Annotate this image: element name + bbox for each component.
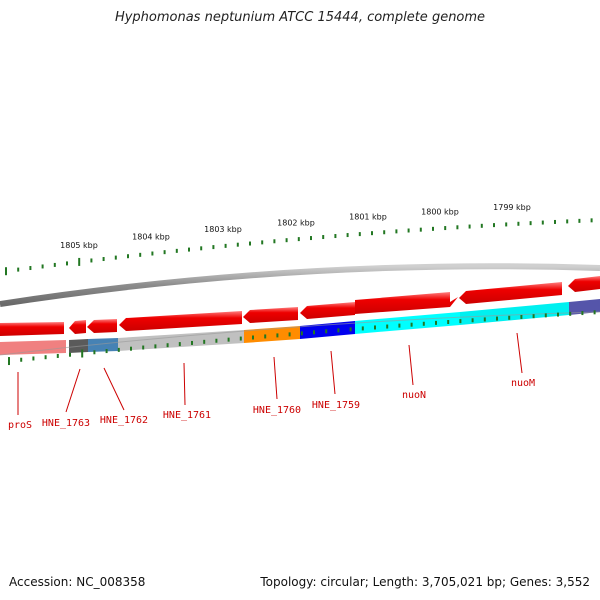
gene-label-nuoN[interactable]: nuoN bbox=[402, 390, 426, 401]
gene-label-nuoM[interactable]: nuoM bbox=[511, 378, 535, 389]
leader-line bbox=[103, 367, 125, 411]
forward-gene-arrow[interactable] bbox=[568, 276, 600, 292]
forward-gene-arrow[interactable] bbox=[243, 307, 298, 323]
leader-line bbox=[408, 344, 414, 386]
genome-summary-text: Topology: circular; Length: 3,705,021 bp… bbox=[260, 575, 590, 589]
forward-strand-genes bbox=[0, 276, 600, 336]
gene-block-next[interactable] bbox=[569, 299, 600, 315]
forward-gene-arrow[interactable] bbox=[119, 311, 242, 331]
scale-label: 1804 kbp bbox=[132, 233, 170, 242]
scale-label: 1800 kbp bbox=[421, 207, 459, 216]
forward-gene-arrow[interactable] bbox=[87, 319, 117, 333]
gene-block-HNE_1761[interactable] bbox=[118, 330, 244, 351]
inner-scale-ticks bbox=[8, 310, 596, 366]
gene-label-proS[interactable]: proS bbox=[8, 420, 32, 431]
gene-labels: proS HNE_1763 HNE_1762 HNE_1761 HNE_1760… bbox=[8, 332, 535, 431]
gene-color-track bbox=[0, 299, 600, 356]
gene-block-proS[interactable] bbox=[0, 340, 66, 355]
map-title: Hyphomonas neptunium ATCC 15444, complet… bbox=[114, 10, 486, 25]
scale-label: 1802 kbp bbox=[277, 218, 315, 227]
leader-line bbox=[516, 332, 523, 374]
gene-block-HNE_1762[interactable] bbox=[88, 338, 118, 352]
scale-label: 1801 kbp bbox=[349, 212, 387, 221]
backbone-arc bbox=[0, 263, 600, 307]
forward-gene-arrow[interactable] bbox=[459, 282, 562, 304]
forward-gene-arrow[interactable] bbox=[0, 322, 64, 336]
leader-line bbox=[183, 362, 186, 406]
forward-gene-arrow[interactable] bbox=[300, 302, 355, 319]
scale-label: 1805 kbp bbox=[60, 241, 98, 250]
scale-label: 1799 kbp bbox=[493, 203, 531, 212]
gene-label-HNE_1760[interactable]: HNE_1760 bbox=[253, 405, 301, 416]
forward-gene-arrow[interactable] bbox=[355, 292, 458, 314]
forward-gene-arrow[interactable] bbox=[69, 320, 86, 334]
gene-label-HNE_1762[interactable]: HNE_1762 bbox=[100, 415, 148, 426]
leader-line bbox=[330, 350, 336, 395]
outer-scale-ticks bbox=[5, 218, 593, 276]
gene-track-shadow bbox=[0, 311, 600, 356]
accession-text: Accession: NC_008358 bbox=[9, 575, 146, 589]
gene-label-HNE_1761[interactable]: HNE_1761 bbox=[163, 410, 211, 421]
leader-line bbox=[273, 356, 278, 400]
gene-label-HNE_1763[interactable]: HNE_1763 bbox=[42, 418, 90, 429]
gene-label-HNE_1759[interactable]: HNE_1759 bbox=[312, 400, 360, 411]
leader-line bbox=[65, 368, 81, 413]
gene-block-nuoN[interactable] bbox=[355, 312, 460, 334]
gene-block-nuoM[interactable] bbox=[460, 302, 569, 325]
scale-labels: 1805 kbp 1804 kbp 1803 kbp 1802 kbp 1801 kbp… bbox=[60, 203, 531, 250]
scale-label: 1803 kbp bbox=[204, 225, 242, 234]
